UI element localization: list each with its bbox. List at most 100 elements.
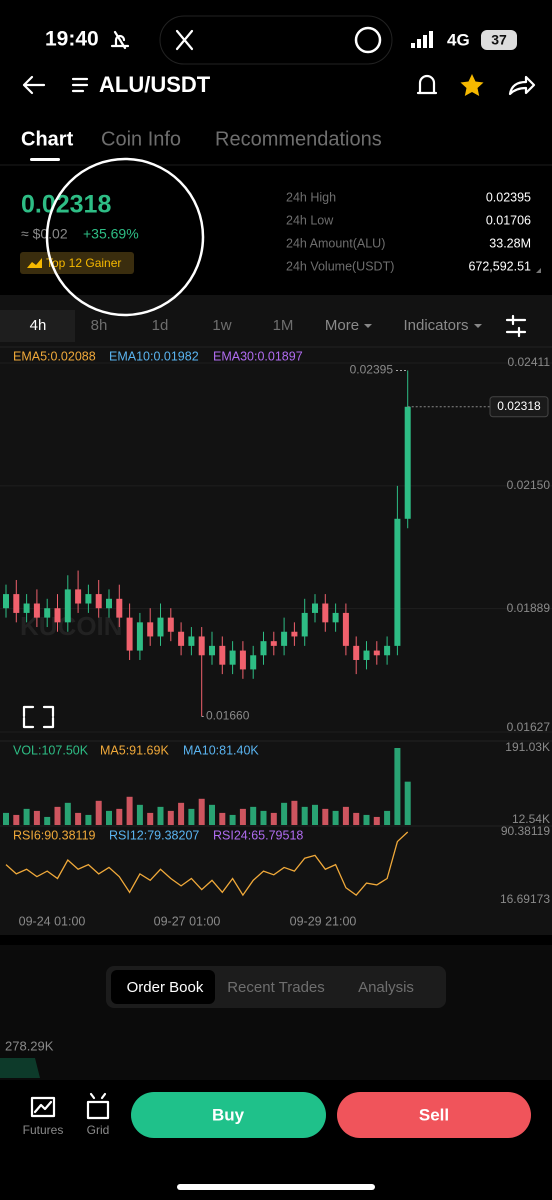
favorite-star[interactable] xyxy=(460,74,484,96)
x-icon xyxy=(175,29,194,51)
tab[interactable]: Recommendations xyxy=(215,128,382,150)
mute-icon xyxy=(110,30,130,50)
candle-body xyxy=(229,650,236,665)
volume-bar xyxy=(342,806,349,825)
pair-title: ALU/USDT xyxy=(99,72,211,97)
candle-body xyxy=(198,636,205,656)
timeframe[interactable]: 1d xyxy=(152,317,169,334)
candle-body xyxy=(147,622,154,637)
candle-body xyxy=(13,594,20,613)
buy-label[interactable]: Buy xyxy=(212,1105,245,1124)
sell-label[interactable]: Sell xyxy=(419,1105,449,1124)
y-tick-label: 191.03K xyxy=(505,740,550,754)
volume-bar xyxy=(332,810,339,825)
menu-icon[interactable] xyxy=(71,77,89,93)
y-tick-label: 0.01627 xyxy=(507,720,551,734)
candle-body xyxy=(404,406,411,519)
depth-area xyxy=(0,1058,40,1078)
share-icon[interactable] xyxy=(508,75,536,96)
grid-icon[interactable] xyxy=(86,1092,110,1120)
indicator-label: VOL:107.50K xyxy=(13,743,89,757)
timeframe-selected xyxy=(0,310,75,342)
segment[interactable]: Order Book xyxy=(127,979,204,996)
volume-bar xyxy=(301,806,308,825)
volume-bar xyxy=(54,806,61,825)
candle-body xyxy=(178,631,185,646)
volume-bar xyxy=(157,806,164,825)
timeframe[interactable]: More xyxy=(325,317,359,334)
candle-body xyxy=(250,655,257,670)
sell-button[interactable] xyxy=(337,1092,531,1138)
battery xyxy=(481,30,517,50)
alert-icon[interactable] xyxy=(416,74,438,95)
tab[interactable]: Coin Info xyxy=(101,128,181,150)
signal-icon xyxy=(411,31,433,48)
volume-bar xyxy=(291,800,298,825)
y-tick-label: 90.38119 xyxy=(501,824,550,838)
volume-bar xyxy=(136,804,143,825)
timeframe[interactable]: 4h xyxy=(30,317,47,334)
candle-body xyxy=(373,650,380,656)
candle-body xyxy=(332,612,339,623)
volume-bar xyxy=(106,810,112,825)
rsi-line xyxy=(5,831,409,897)
candle-body xyxy=(239,650,246,670)
indicator-label: EMA5:0.02088 xyxy=(13,349,96,363)
high-label: 0.02395 xyxy=(350,363,394,377)
volume-bar xyxy=(353,812,360,825)
depth-label: 278.29K xyxy=(5,1038,54,1053)
x-tick-label: 09-27 01:00 xyxy=(154,914,221,928)
dropdown-caret xyxy=(474,324,482,328)
volume-bar xyxy=(209,804,215,825)
volume-bar xyxy=(23,808,30,825)
tab[interactable]: Chart xyxy=(21,128,74,150)
candle-body xyxy=(322,603,329,623)
candle-body xyxy=(106,598,112,609)
fiat-price: ≈ $0.02 xyxy=(21,226,68,242)
volume-bar xyxy=(188,808,195,825)
segment-selected xyxy=(111,970,215,1004)
stat-label: 24h High xyxy=(286,190,336,204)
change-percent: +35.69% xyxy=(83,226,139,242)
x-tick-label: 09-29 21:00 xyxy=(290,914,357,928)
timeframe[interactable]: 1M xyxy=(273,317,294,334)
volume-bar xyxy=(3,812,9,825)
buy-button[interactable] xyxy=(131,1092,326,1138)
candle-body xyxy=(291,631,298,637)
timeframe[interactable]: 8h xyxy=(91,317,108,334)
candle-body xyxy=(85,594,92,604)
stat-value: 33.28M xyxy=(489,236,531,250)
volume-bar xyxy=(373,816,380,825)
segment[interactable]: Analysis xyxy=(358,979,414,996)
volume-bar xyxy=(312,804,318,825)
stat-value: 0.01706 xyxy=(486,213,531,227)
back-button[interactable] xyxy=(22,75,46,95)
volume-bar xyxy=(44,816,51,825)
timeframe[interactable]: 1w xyxy=(212,317,231,334)
candle-body xyxy=(270,641,277,646)
y-tick-label: 0.01889 xyxy=(507,601,551,615)
annotation-circle xyxy=(45,157,205,317)
candle-body xyxy=(75,589,82,604)
futures-icon[interactable] xyxy=(30,1096,56,1118)
volume-bar xyxy=(281,802,288,825)
last-price: 0.02318 xyxy=(21,191,111,219)
candle-body xyxy=(209,645,215,656)
volume-bar xyxy=(167,810,174,825)
nav-label[interactable]: Grid xyxy=(87,1123,110,1137)
candle-body xyxy=(312,603,318,613)
expand-icon[interactable] xyxy=(22,705,55,729)
volume-bar xyxy=(198,798,205,825)
candle-body xyxy=(116,598,123,618)
volume-bar xyxy=(13,814,20,825)
settings-icon[interactable] xyxy=(505,314,527,338)
chart-panel xyxy=(0,295,552,935)
segment[interactable]: Recent Trades xyxy=(227,979,325,996)
candle-chart: 0.02411 0.02150 0.01889 0.01627 EMA5:0.02088… xyxy=(0,349,552,928)
low-label: 0.01660 xyxy=(206,709,250,723)
volume-bar xyxy=(270,812,277,825)
timeframe[interactable]: Indicators xyxy=(403,317,468,334)
candle-body xyxy=(23,603,30,613)
nav-label[interactable]: Futures xyxy=(23,1123,64,1137)
indicator-label: MA10:81.40K xyxy=(183,743,259,757)
